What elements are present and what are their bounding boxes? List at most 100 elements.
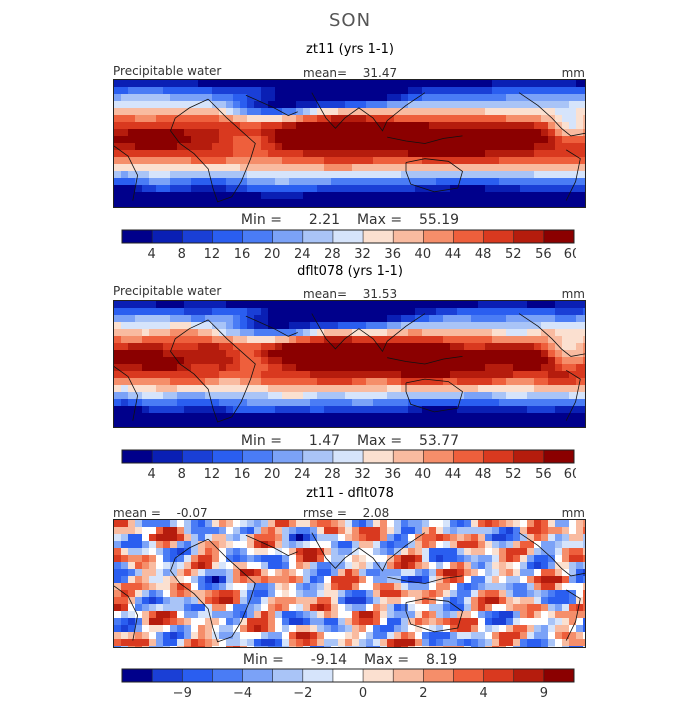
colorbar-2-tick-label: 4 [147,467,155,482]
panel-3-units: mm [561,506,585,520]
panel-1-title: zt11 (yrs 1-1) [306,42,394,57]
panel-1-minmax: Min = 2.21 Max = 55.19 [0,212,700,228]
colorbar-3-swatch-10 [393,669,424,682]
panel-2-min-value: 1.47 [308,433,341,449]
panel-1-min-value: 2.21 [308,212,341,228]
panel-3-rmse-label: rmse = [303,506,347,520]
colorbar-2-tick-label: 20 [264,467,281,482]
colorbar-3-tick-label: −2 [293,686,312,701]
colorbar-3-swatch-8 [332,669,364,682]
panel-3-rmse: rmse = 2.08 [303,506,389,520]
colorbar-1-swatch-9 [363,230,394,243]
colorbar-1-swatch-3 [182,230,213,243]
colorbar-1-tick-label: 44 [445,247,462,262]
panel-1-min-label: Min = [240,212,282,228]
colorbar-1-tick-label: 12 [204,247,221,262]
panel-1-max-value: 55.19 [418,212,460,228]
colorbar-2-tick-label: 24 [294,467,311,482]
colorbar-1-swatch-15 [543,230,575,243]
panel-3-min-label: Min = [242,652,284,668]
panel-2-title: dflt078 (yrs 1-1) [297,264,403,279]
coastline-2-2 [170,319,256,423]
colorbar-2-swatch-13 [483,450,515,463]
colorbar-1-tick-label: 28 [324,247,341,262]
panel-3-rmse-value: 2.08 [362,506,390,520]
colorbar-3-swatch-4 [212,669,244,682]
panel-2-variable-label: Precipitable water [113,284,222,298]
colorbar-2-swatch-10 [393,450,424,463]
colorbar-2-tick-label: 52 [505,467,522,482]
coastline-1-3 [245,94,298,117]
coastline-3-7 [518,532,585,577]
colorbar-3-frame [121,668,575,683]
season-title: SON [328,10,372,31]
colorbar-3-swatch-7 [302,669,334,682]
colorbar-1-swatch-7 [302,230,334,243]
colorbar-2-swatch-8 [332,450,364,463]
colorbar-1-swatch-13 [483,230,515,243]
coastline-2-6 [405,378,463,413]
colorbar-2-tick-label: 32 [354,467,371,482]
colorbar-2-tick-label: 12 [204,467,221,482]
panel-1-mean-label: mean= [303,66,348,80]
panel-3-minmax: Min = -9.14 Max = 8.19 [0,652,700,668]
coastline-2-5 [387,356,463,365]
colorbar-2-frame [121,449,575,464]
panel-2-mean: mean= 31.53 [303,287,397,301]
coastline-3-4 [311,532,426,572]
colorbar-2-tick-label: 56 [535,467,552,482]
colorbar-3-swatch-3 [182,669,213,682]
colorbar-3-swatch-1 [122,669,153,682]
colorbar-2-swatch-12 [453,450,485,463]
coastline-1-2 [170,98,256,203]
coastline-2-4 [311,313,426,353]
colorbar-2-swatch-5 [242,450,274,463]
coastline-1-7 [518,92,585,137]
colorbar-1-tick-label: 60 [564,247,576,262]
colorbar-1-swatch-11 [423,230,454,243]
panel-3-min-value: -9.14 [310,652,348,668]
colorbar-1-tick-label: 36 [384,247,401,262]
panel-2-units: mm [561,287,585,301]
coastline-2-3 [245,315,298,337]
colorbar-2-swatch-4 [212,450,244,463]
panel-2-min-label: Min = [240,433,282,449]
panel-2-minmax: Min = 1.47 Max = 53.77 [0,433,700,449]
colorbar-1-swatch-8 [332,230,364,243]
colorbar-1-tick-label: 40 [415,247,432,262]
colorbar-3-swatch-14 [513,669,545,682]
panel-3-map [113,519,586,648]
panel-3-mean-value: -0.07 [176,506,208,520]
coastline-1-6 [405,158,463,193]
colorbar-1-swatch-14 [513,230,545,243]
colorbar-2-tick-label: 40 [415,467,432,482]
colorbar-2-swatch-15 [543,450,575,463]
coastline-2-1 [114,366,139,421]
colorbar-2-swatch-11 [423,450,454,463]
coastline-2-7 [518,313,585,357]
colorbar-1-tick-label: 48 [475,247,492,262]
coastline-3-1 [114,585,139,641]
panel-1-map [113,79,586,208]
panel-2-max-value: 53.77 [418,433,460,449]
colorbar-1-swatch-2 [152,230,183,243]
coastline-1-1 [114,145,139,201]
panel-1-colorbar: 4812162024283236404448525660 [120,229,576,263]
colorbar-3-tick-label: −9 [173,686,192,701]
panel-2-colorbar: 4812162024283236404448525660 [120,449,576,483]
coastline-3-8 [565,589,581,641]
coastline-1-4 [311,92,426,132]
colorbar-1-tick-label: 16 [234,247,251,262]
colorbar-2-tick-label: 8 [178,467,186,482]
colorbar-2-tick-label: 36 [384,467,401,482]
colorbar-2-swatch-9 [363,450,394,463]
panel-1-mean-value: 31.47 [362,66,398,80]
panel-1-mean: mean= 31.47 [303,66,397,80]
colorbar-3-tick-label: 0 [359,686,367,701]
panel-1-variable-label: Precipitable water [113,64,222,78]
colorbar-1-tick-label: 20 [264,247,281,262]
panel-3-mean: mean = -0.07 [113,506,208,520]
panel-3-title: zt11 - dflt078 [306,486,394,501]
colorbar-2-swatch-1 [122,450,153,463]
colorbar-3-swatch-5 [242,669,274,682]
